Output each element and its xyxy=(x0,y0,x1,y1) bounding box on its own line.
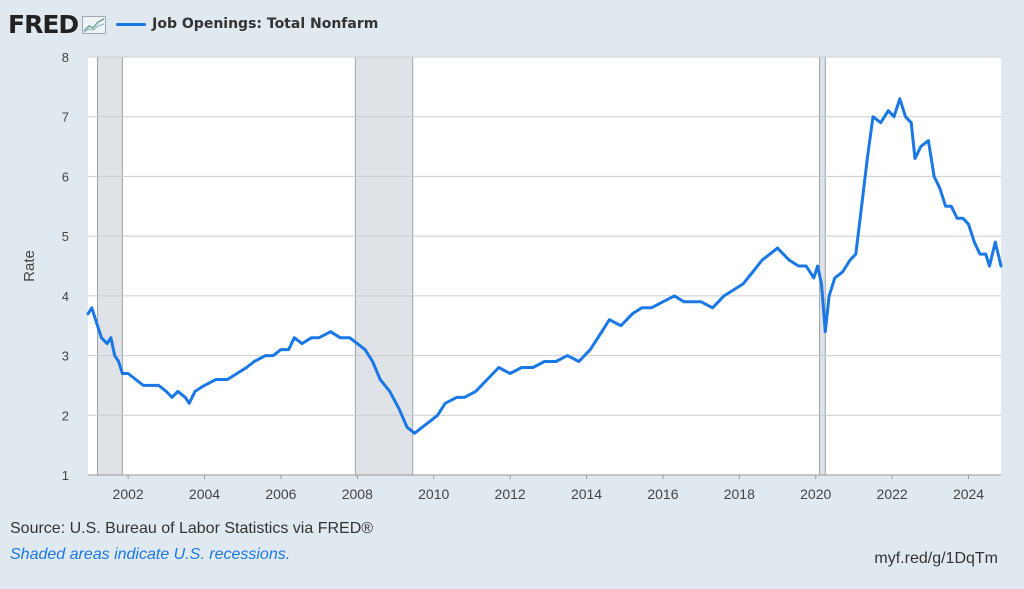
x-tick-label: 2012 xyxy=(495,486,526,502)
y-tick-label: 5 xyxy=(62,229,69,244)
x-tick-label: 2002 xyxy=(113,486,144,502)
chart-header: FRED Job Openings: Total Nonfarm xyxy=(8,6,378,42)
fred-logo[interactable]: FRED xyxy=(8,9,79,39)
y-tick-label: 6 xyxy=(62,169,69,184)
chart-legend: Job Openings: Total Nonfarm xyxy=(116,16,378,32)
series-line xyxy=(86,97,1003,435)
fred-graph-icon xyxy=(82,16,107,34)
source-credit: Source: U.S. Bureau of Labor Statistics … xyxy=(10,520,374,537)
short-link[interactable]: myf.red/g/1DqTm xyxy=(874,550,998,567)
x-tick-label: 2004 xyxy=(189,486,220,502)
y-tick-label: 1 xyxy=(62,468,69,483)
x-tick-label: 2006 xyxy=(265,486,296,502)
y-tick-label: 7 xyxy=(62,110,69,125)
x-tick-label: 2018 xyxy=(724,486,755,502)
line-chart[interactable]: 1 2 3 4 5 6 7 8 2002 2004 2006 2008 2010 2012 2014 2016… xyxy=(0,0,1024,520)
recession-note: Shaded areas indicate U.S. recessions. xyxy=(10,546,291,563)
y-tick-label: 2 xyxy=(62,408,69,423)
x-tick-label: 2014 xyxy=(571,486,602,502)
x-tick-label: 2022 xyxy=(877,486,908,502)
y-tick-label: 4 xyxy=(62,289,69,304)
recession-band xyxy=(97,56,123,476)
recession-band xyxy=(354,56,414,476)
x-tick-label: 2008 xyxy=(342,486,373,502)
plot-area xyxy=(88,57,1001,475)
y-axis-label: Rate xyxy=(21,250,38,282)
x-tick-label: 2020 xyxy=(800,486,831,502)
y-tick-label: 3 xyxy=(62,349,69,364)
x-tick-label: 2010 xyxy=(418,486,449,502)
legend-swatch xyxy=(116,22,147,26)
x-tick-label: 2024 xyxy=(953,486,984,502)
recession-band xyxy=(819,56,826,476)
legend-label: Job Openings: Total Nonfarm xyxy=(152,16,379,32)
y-tick-label: 8 xyxy=(62,50,69,65)
x-tick-label: 2016 xyxy=(647,486,678,502)
